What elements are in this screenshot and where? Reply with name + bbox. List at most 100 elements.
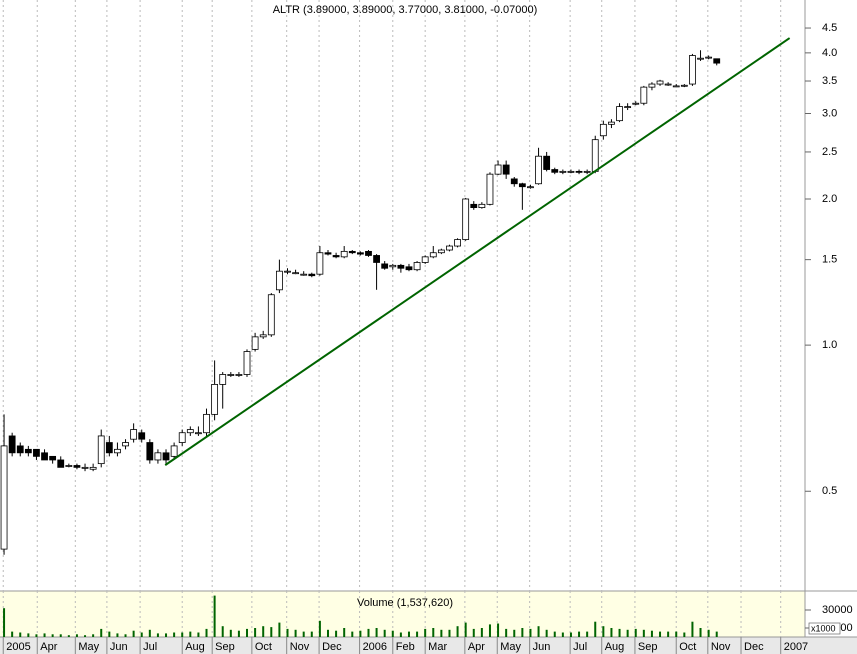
volume-bar bbox=[310, 631, 313, 637]
candle-body bbox=[57, 459, 65, 468]
candle-body bbox=[170, 445, 178, 457]
candle-body bbox=[89, 466, 97, 470]
x-tick-label: Nov bbox=[711, 641, 731, 653]
candle-body bbox=[713, 58, 721, 64]
candle-body bbox=[73, 465, 81, 468]
volume-bar bbox=[691, 621, 694, 637]
candle-body bbox=[454, 239, 461, 247]
candle-body bbox=[122, 442, 129, 447]
volume-bar bbox=[335, 630, 338, 637]
volume-bar bbox=[488, 624, 491, 637]
volume-bar bbox=[237, 630, 240, 637]
x-tick-label: 2005 bbox=[6, 641, 30, 653]
candle-body bbox=[648, 83, 656, 88]
x-tick-label: Oct bbox=[679, 641, 696, 653]
candle-body bbox=[41, 452, 48, 461]
candle-body bbox=[664, 83, 672, 86]
volume-bar bbox=[229, 629, 232, 637]
volume-bar bbox=[84, 635, 87, 637]
volume-bar bbox=[270, 627, 273, 637]
candle-body bbox=[527, 186, 534, 189]
volume-bar bbox=[165, 633, 168, 637]
volume-bar bbox=[683, 632, 686, 637]
volume-bar bbox=[391, 630, 394, 637]
candle-body bbox=[705, 56, 713, 59]
volume-bar bbox=[132, 630, 135, 637]
candle-body bbox=[381, 263, 389, 269]
candle-body bbox=[518, 183, 526, 188]
chart-title: ALTR (3.89000, 3.89000, 3.77000, 3.81000… bbox=[273, 4, 538, 16]
candle-body bbox=[8, 435, 16, 454]
x-tick-label: May bbox=[78, 641, 99, 653]
volume-bar bbox=[59, 634, 62, 637]
candle-body bbox=[510, 178, 518, 185]
candle-body bbox=[195, 432, 202, 435]
volume-bar bbox=[302, 631, 305, 637]
x-tick-label: Aug bbox=[185, 641, 205, 653]
candle-body bbox=[300, 273, 308, 276]
volume-bar bbox=[100, 628, 103, 637]
volume-bar bbox=[602, 626, 605, 637]
volume-bar bbox=[140, 632, 143, 637]
x-tick-label: Oct bbox=[255, 641, 272, 653]
volume-bar bbox=[116, 633, 119, 637]
candle-body bbox=[138, 432, 146, 440]
volume-bar bbox=[416, 631, 419, 637]
x-tick-label: May bbox=[500, 641, 521, 653]
volume-bar bbox=[35, 634, 38, 637]
x-tick-label: Sep bbox=[215, 641, 235, 653]
candle-body bbox=[624, 106, 632, 109]
volume-bar bbox=[505, 628, 508, 637]
candle-body bbox=[494, 164, 502, 175]
x-tick-label: Jun bbox=[110, 641, 128, 653]
volume-bar bbox=[618, 628, 621, 637]
volume-bar bbox=[294, 629, 297, 637]
candle-body bbox=[49, 455, 57, 461]
candle-body bbox=[308, 273, 316, 277]
volume-bar bbox=[659, 631, 662, 637]
candle-body bbox=[65, 465, 73, 467]
candle-body bbox=[81, 466, 89, 469]
volume-bar bbox=[367, 628, 370, 637]
y-tick-label: 3.5 bbox=[822, 75, 837, 87]
y-tick-label: 4.5 bbox=[822, 22, 837, 34]
candle-body bbox=[697, 57, 704, 60]
candle-body bbox=[332, 255, 340, 258]
volume-bar bbox=[715, 631, 718, 637]
candle-body bbox=[162, 452, 170, 461]
volume-bar bbox=[642, 629, 645, 637]
candle-body bbox=[186, 429, 194, 434]
candle-body bbox=[24, 448, 32, 454]
unit-label: x1000 bbox=[811, 623, 836, 633]
candle-body bbox=[251, 336, 259, 350]
trend-line bbox=[164, 37, 791, 466]
volume-bar bbox=[213, 595, 216, 637]
volume-bar bbox=[480, 628, 483, 637]
volume-bar bbox=[318, 620, 321, 637]
volume-bar bbox=[521, 628, 524, 637]
candle-body bbox=[276, 270, 283, 291]
candle-body bbox=[33, 448, 40, 457]
x-tick-label: Apr bbox=[468, 641, 485, 653]
volume-bar bbox=[424, 628, 427, 637]
candle-body bbox=[559, 170, 567, 173]
candle-body bbox=[478, 203, 486, 208]
volume-bar bbox=[537, 626, 540, 637]
volume-bar bbox=[359, 630, 362, 637]
candle-body bbox=[16, 445, 24, 454]
candle-body bbox=[211, 384, 219, 415]
volume-bar bbox=[181, 632, 184, 637]
candle-body bbox=[672, 85, 680, 88]
candle-body bbox=[203, 413, 210, 434]
candle-body bbox=[235, 374, 243, 376]
volume-bar bbox=[472, 628, 475, 637]
x-tick-label: Nov bbox=[290, 641, 310, 653]
candle-body bbox=[105, 442, 113, 454]
candle-body bbox=[405, 266, 413, 271]
volume-bar bbox=[407, 631, 410, 637]
candle-body bbox=[154, 452, 162, 461]
candle-body bbox=[292, 272, 299, 275]
candle-body bbox=[689, 55, 696, 85]
volume-bar bbox=[27, 633, 30, 637]
